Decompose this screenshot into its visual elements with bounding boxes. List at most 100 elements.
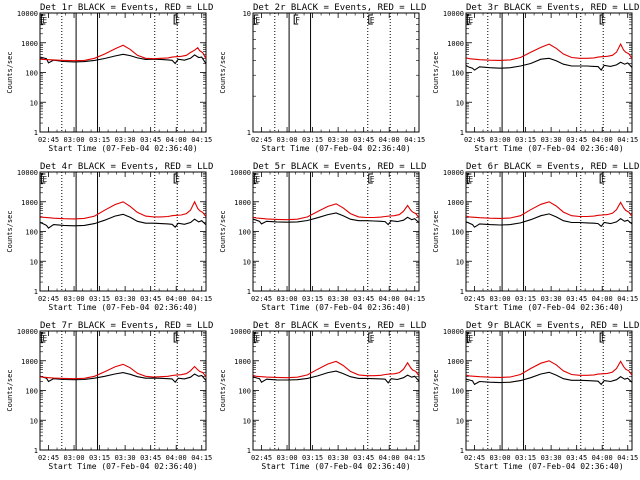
series-line-lld <box>40 44 207 62</box>
x-tick-label: 03:30 <box>541 295 562 303</box>
y-tick-label: 10000 <box>17 169 38 177</box>
y-tick-label: 100 <box>238 229 251 237</box>
x-tick-label: 02:45 <box>38 295 59 303</box>
plot-frame <box>465 171 633 292</box>
x-tick-label: 03:15 <box>89 136 110 144</box>
x-tick-label: 03:45 <box>353 136 374 144</box>
y-axis-label: Counts/sec <box>6 210 14 252</box>
y-axis-label: Counts/sec <box>219 210 227 252</box>
chart-panel-9: Det 9r BLACK = Events, RED = LLD 1 10 100 10… <box>432 321 639 471</box>
x-tick-label: 03:45 <box>566 454 587 462</box>
x-tick-label: 03:15 <box>302 454 323 462</box>
x-tick-label: 03:45 <box>353 295 374 303</box>
x-tick-label: 04:00 <box>379 295 400 303</box>
event-marker <box>466 332 472 343</box>
x-axis-label: Start Time (07-Feb-04 02:36:40) <box>474 462 623 471</box>
y-tick-label: 10 <box>243 258 251 266</box>
x-tick-label: 04:00 <box>592 295 613 303</box>
chart-title: Det 6r BLACK = Events, RED = LLD <box>466 162 639 172</box>
chart-panel-2: Det 2r BLACK = Events, RED = LLD 1 10 02:45… <box>219 3 426 153</box>
series-line-events <box>466 57 633 72</box>
x-axis-label: Start Time (07-Feb-04 02:36:40) <box>48 303 197 312</box>
x-tick-label: 03:30 <box>115 136 136 144</box>
event-marker <box>368 332 373 343</box>
y-axis-label: Counts/sec <box>219 51 227 93</box>
event-marker <box>40 14 46 25</box>
y-tick-label: 1 <box>34 129 38 137</box>
series-line-events <box>466 371 633 386</box>
x-tick-label: 02:45 <box>251 295 272 303</box>
y-tick-label: 1 <box>247 288 251 296</box>
y-tick-label: 1 <box>460 447 464 455</box>
event-marker-label: E <box>370 175 375 184</box>
chart-title: Det 2r BLACK = Events, RED = LLD <box>253 3 426 13</box>
y-tick-label: 1 <box>34 288 38 296</box>
x-tick-label: 03:15 <box>515 136 536 144</box>
y-tick-label: 1000 <box>447 40 464 48</box>
x-tick-label: 03:30 <box>328 454 349 462</box>
y-tick-label: 1000 <box>21 40 38 48</box>
y-tick-label: 10 <box>243 10 251 18</box>
y-tick-label: 100 <box>25 229 38 237</box>
y-tick-label: 100 <box>451 70 464 78</box>
x-tick-label: 02:45 <box>464 295 485 303</box>
x-tick-label: 02:45 <box>464 454 485 462</box>
event-marker-label: E <box>601 16 606 25</box>
x-tick-label: 04:15 <box>617 136 638 144</box>
x-tick-label: 03:00 <box>277 136 298 144</box>
x-tick-label: 04:15 <box>404 295 425 303</box>
x-tick-label: 04:00 <box>592 136 613 144</box>
y-tick-label: 1000 <box>21 199 38 207</box>
series-line-lld <box>466 360 633 378</box>
x-tick-label: 02:45 <box>38 136 59 144</box>
event-marker-label: E <box>601 334 606 343</box>
y-tick-label: 10000 <box>17 328 38 336</box>
y-tick-label: 1 <box>247 129 251 137</box>
series-line-events <box>40 213 207 229</box>
chart-panel-7: Det 7r BLACK = Events, RED = LLD 1 10 100 10… <box>6 321 213 471</box>
x-tick-label: 02:45 <box>251 454 272 462</box>
event-marker-label: E <box>468 334 473 343</box>
event-marker-label: E <box>42 16 47 25</box>
x-axis-label: Start Time (07-Feb-04 02:36:40) <box>48 462 197 471</box>
y-tick-label: 10 <box>30 417 38 425</box>
x-tick-label: 03:45 <box>566 136 587 144</box>
chart-panel-5: Det 5r BLACK = Events, RED = LLD 1 10 100 10… <box>219 162 426 312</box>
x-tick-label: 04:15 <box>617 454 638 462</box>
chart-title: Det 7r BLACK = Events, RED = LLD <box>40 321 213 331</box>
x-tick-label: 03:00 <box>64 295 85 303</box>
x-tick-label: 03:15 <box>515 295 536 303</box>
x-tick-label: 03:00 <box>490 136 511 144</box>
x-tick-label: 04:15 <box>191 136 212 144</box>
plot-frame <box>252 12 420 133</box>
x-tick-label: 03:30 <box>541 136 562 144</box>
x-tick-label: 04:15 <box>404 454 425 462</box>
event-marker <box>599 332 605 343</box>
event-marker <box>466 14 472 25</box>
x-tick-label: 03:15 <box>302 136 323 144</box>
chart-panel-3: Det 3r BLACK = Events, RED = LLD 1 10 100 10… <box>432 3 639 153</box>
x-tick-label: 03:45 <box>140 136 161 144</box>
y-tick-label: 1 <box>247 447 251 455</box>
y-tick-label: 1 <box>34 447 38 455</box>
x-tick-label: 04:15 <box>404 136 425 144</box>
plot-frame <box>39 330 207 451</box>
x-tick-label: 03:45 <box>140 454 161 462</box>
y-tick-label: 1000 <box>447 199 464 207</box>
series-line-lld <box>466 42 633 61</box>
y-tick-label: 10 <box>456 99 464 107</box>
series-line-events <box>253 212 420 226</box>
event-marker <box>253 14 259 25</box>
y-tick-label: 1 <box>460 129 464 137</box>
series-line-events <box>40 372 207 384</box>
x-axis-label: Start Time (07-Feb-04 02:36:40) <box>48 144 197 153</box>
event-marker-label: F <box>295 16 300 25</box>
plot-frame <box>252 171 420 292</box>
y-tick-label: 10000 <box>443 169 464 177</box>
y-tick-label: 100 <box>451 388 464 396</box>
x-tick-label: 03:45 <box>353 454 374 462</box>
series-line-lld <box>40 200 207 220</box>
chart-title: Det 5r BLACK = Events, RED = LLD <box>253 162 426 172</box>
plot-frame <box>465 330 633 451</box>
event-marker-label: E <box>175 16 180 25</box>
